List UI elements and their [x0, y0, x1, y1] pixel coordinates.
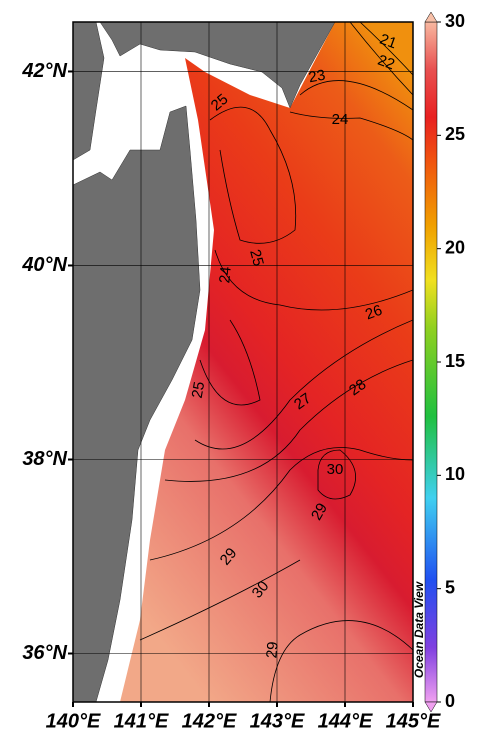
colorbar-label: 20 [445, 237, 465, 257]
contour-label: 25 [246, 248, 267, 269]
contour-label: 24 [332, 111, 349, 128]
contour-label: 26 [363, 302, 384, 324]
contour-label: 22 [375, 52, 396, 74]
contour-label: 28 [346, 376, 369, 399]
colorbar-label: 25 [445, 124, 465, 144]
lon-label: 144°E [318, 710, 373, 732]
colorbar-label: 5 [445, 577, 455, 597]
map-body [73, 22, 413, 702]
lon-label: 145°E [386, 710, 441, 732]
sst-field [120, 22, 413, 702]
lat-label: 40°N [21, 254, 67, 276]
lat-label: 42°N [21, 60, 67, 82]
colorbar-label: 30 [445, 11, 465, 31]
land [73, 105, 201, 702]
contour-label: 23 [307, 67, 326, 87]
lon-label: 143°E [250, 710, 305, 732]
colorbar-cap [424, 11, 438, 23]
colorbar-label: 10 [445, 464, 465, 484]
lat-label: 38°N [22, 448, 67, 470]
contour-label: 21 [377, 31, 398, 53]
contours [139, 22, 413, 702]
contour-label: 24 [216, 266, 234, 284]
colorbar-label: 0 [445, 691, 455, 711]
colorbar [424, 21, 438, 703]
land [99, 22, 336, 109]
contour-label: 29 [308, 500, 331, 523]
watermark: Ocean Data View [412, 581, 426, 678]
lon-label: 140°E [46, 710, 101, 732]
lat-label: 36°N [22, 642, 67, 664]
land [73, 22, 105, 161]
contour-label: 25 [189, 380, 209, 399]
colorbar-label: 15 [445, 351, 465, 371]
colorbar-cap [424, 701, 438, 713]
contour-label: 30 [327, 461, 344, 478]
contour-label: 29 [263, 641, 281, 659]
lon-label: 142°E [182, 710, 237, 732]
lon-label: 141°E [114, 710, 169, 732]
contour-label: 27 [291, 390, 314, 413]
